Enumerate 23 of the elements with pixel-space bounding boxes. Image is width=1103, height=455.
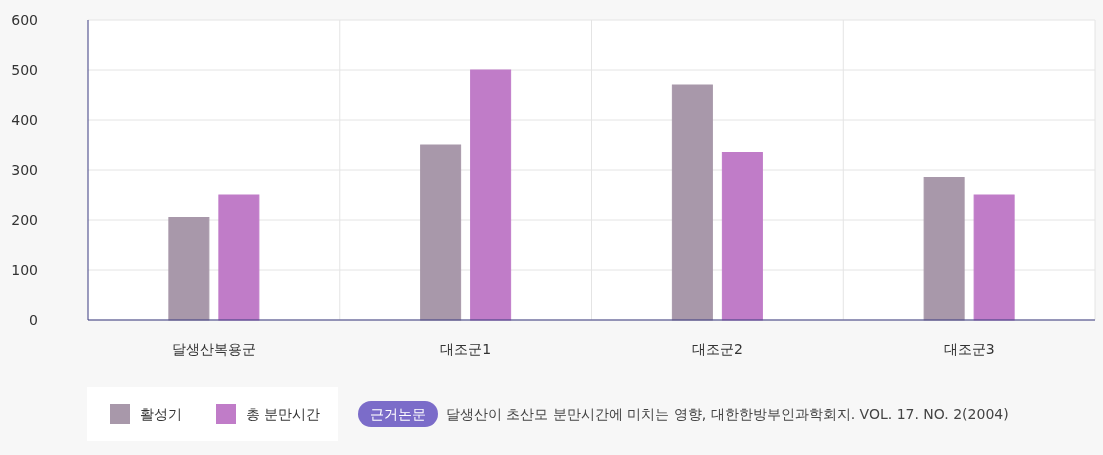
legend-label: 활성기	[140, 406, 182, 422]
x-tick-label: 대조군3	[943, 341, 995, 357]
y-tick-label: 500	[11, 62, 38, 78]
legend-label: 총 분만시간	[246, 406, 321, 422]
bar	[470, 69, 512, 321]
bar	[973, 194, 1015, 321]
x-tick-label: 달생산복용군	[171, 341, 256, 357]
y-tick-label: 200	[11, 212, 38, 228]
bar	[168, 217, 210, 321]
y-tick-label: 600	[11, 12, 38, 28]
text: 달생산이 초산모 분만시간에 미치는 영향, 대한한방부인과학회지. VOL. 17. NO. 2(2004)	[446, 406, 1009, 422]
x-tick-label: 대조군2	[691, 341, 743, 357]
bar	[671, 84, 713, 321]
bar	[721, 152, 763, 321]
y-tick-label: 0	[29, 312, 38, 328]
y-tick-label: 300	[11, 162, 38, 178]
text: 근거논문	[370, 406, 426, 422]
bar	[420, 144, 462, 321]
bar	[218, 194, 260, 321]
y-tick-label: 400	[11, 112, 38, 128]
x-tick-label: 대조군1	[440, 341, 492, 357]
y-tick-label: 100	[11, 262, 38, 278]
bar	[923, 177, 965, 321]
